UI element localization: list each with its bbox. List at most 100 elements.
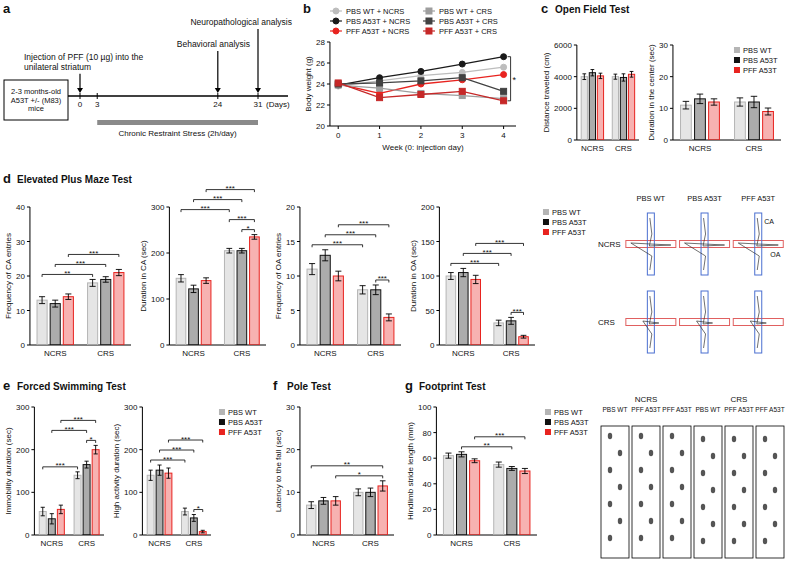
y-tick-label: 200 xyxy=(421,203,435,212)
error-bar xyxy=(496,462,502,467)
legend-label: PBS A53T xyxy=(552,218,587,227)
legend-label: PBS A53T + CRS xyxy=(439,17,498,26)
y-tick xyxy=(670,108,673,109)
bar: PBS WT xyxy=(354,492,363,535)
column-label: PFF A53T xyxy=(631,406,660,413)
y-tick xyxy=(433,407,436,408)
x-tick xyxy=(420,126,421,129)
figure: a2-3 months-oldA53T +/- (M83)mice032431(… xyxy=(0,0,787,566)
panel-title: Elevated Plus Maze Test xyxy=(17,174,133,185)
y-tick-label: 0 xyxy=(25,531,30,540)
bar: PBS WT xyxy=(494,465,504,535)
bar: PBS A53T xyxy=(189,289,199,345)
y-tick-label: 60 xyxy=(422,454,431,463)
text-line: High activity duration (sec) xyxy=(112,424,121,519)
point xyxy=(377,95,383,101)
legend-label: PBS A53T xyxy=(743,56,778,65)
footprint xyxy=(773,487,777,493)
point xyxy=(459,88,465,94)
footprint xyxy=(732,470,736,476)
y-tick-label: 10 xyxy=(286,272,295,281)
y-tick-label: 6000 xyxy=(554,41,572,50)
significance: *** xyxy=(163,455,172,464)
error-bar xyxy=(239,248,245,253)
plot-area: PBS WTPBS WTPBS A53TPBS A53TPFF A53TPFF … xyxy=(176,235,259,345)
text-line: mice xyxy=(28,104,44,113)
x-tick-label: 4 xyxy=(501,131,506,140)
y-axis xyxy=(672,45,673,140)
error-bar xyxy=(355,489,361,496)
footprint-frame xyxy=(663,426,691,558)
y-tick-label: 20 xyxy=(286,203,295,212)
footprint xyxy=(680,484,684,490)
y-tick xyxy=(31,449,34,450)
y-tick-label: 26 xyxy=(316,59,325,68)
legend-label: PFF A53T + NCRS xyxy=(346,27,409,36)
category-label: CRS xyxy=(362,539,379,548)
category-label: NCRS xyxy=(148,539,171,548)
category-label: CRS xyxy=(78,539,95,548)
footprint xyxy=(763,470,767,476)
category-label: NCRS xyxy=(314,349,337,358)
legend-label: PFF A53T xyxy=(228,428,262,437)
y-tick xyxy=(574,108,577,109)
category-label: CRS xyxy=(233,349,250,358)
error-bar xyxy=(103,277,109,283)
bar: PBS A53T xyxy=(237,251,247,345)
category-label: NCRS xyxy=(312,539,335,548)
footprint xyxy=(639,501,643,507)
day-tick xyxy=(258,93,259,99)
bar: PBS A53T xyxy=(620,77,626,140)
panel-letter: f xyxy=(273,378,278,393)
y-tick-label: 100 xyxy=(418,403,432,412)
text-line: Frequency of OA entries xyxy=(274,233,283,319)
bar: PFF A53T xyxy=(471,279,481,345)
significance: *** xyxy=(65,425,74,434)
legend-swatch xyxy=(543,229,549,235)
y-tick-label: 20 xyxy=(286,446,295,455)
error-bar xyxy=(521,335,527,338)
track xyxy=(685,218,725,270)
category-label: CRS xyxy=(615,144,632,153)
significance: *** xyxy=(226,184,235,193)
bar: PBS WT xyxy=(307,505,316,535)
bar-chart: 0100200300High activity duration (sec)NC… xyxy=(112,403,263,548)
category-label: NCRS xyxy=(689,144,712,153)
bar: PBS WT xyxy=(358,290,368,345)
text-line: unilateral striatum xyxy=(24,62,91,72)
error-bar xyxy=(751,96,757,107)
group-label: NCRS xyxy=(635,395,658,404)
bar: PBS WT xyxy=(88,283,98,345)
panel-letter: d xyxy=(3,171,11,186)
column-label: PBS WT xyxy=(696,406,721,413)
point xyxy=(501,98,507,104)
error-bar xyxy=(116,269,122,275)
y-tick xyxy=(436,276,439,277)
point xyxy=(335,80,341,86)
y-axis-title: Frequency of CA entries xyxy=(4,233,13,319)
bar: PBS A53T xyxy=(507,468,517,535)
footprint xyxy=(742,453,746,459)
significance: *** xyxy=(333,239,342,248)
maze-images: PBS WTPBS A53TPFF A53TNCRSCAOACRS xyxy=(598,194,783,353)
y-tick-label: 20 xyxy=(659,73,668,82)
error-bar xyxy=(85,461,89,468)
cohort-box xyxy=(4,80,68,120)
error-bar xyxy=(386,314,392,321)
behavior-label: Behavioral analysis xyxy=(177,39,250,49)
footprint xyxy=(649,484,653,490)
legend-marker xyxy=(426,28,432,34)
y-tick xyxy=(297,276,300,277)
error-bar xyxy=(697,94,703,104)
point xyxy=(459,61,465,67)
bar: PBS WT xyxy=(147,475,154,535)
bar-chart: 0102030Duration in the center (sec)NCRSC… xyxy=(647,41,781,153)
footprint xyxy=(742,521,746,527)
bar: PBS WT xyxy=(37,300,47,345)
legend-label: PBS A53T + NCRS xyxy=(346,17,410,26)
significance: *** xyxy=(346,229,355,238)
significance: *** xyxy=(55,461,64,470)
y-tick xyxy=(670,140,673,141)
footprint xyxy=(711,487,715,493)
bar-chart: 05101520Frequency of OA entriesNCRSCRSPB… xyxy=(274,203,401,358)
